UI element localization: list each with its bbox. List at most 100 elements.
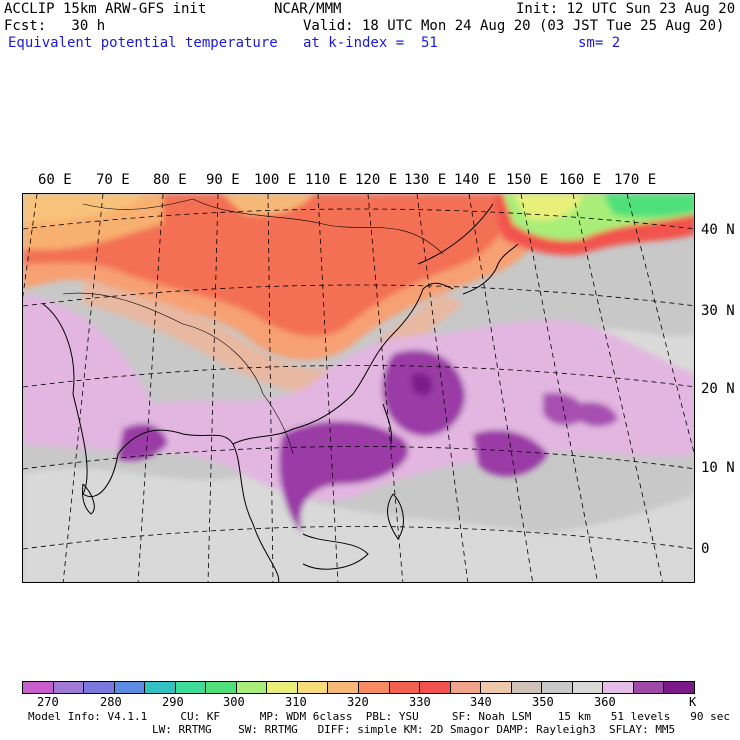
lon-label: 90 E: [206, 172, 240, 188]
lat-line: [23, 208, 694, 230]
colorbar-label: 330: [409, 695, 431, 709]
smoothing-label: sm= 2: [578, 35, 621, 51]
lat-line: [23, 526, 694, 550]
lon-label: 110 E: [305, 172, 348, 188]
lon-line: [137, 194, 164, 582]
colorbar-swatch: [542, 682, 573, 693]
japan-coastline: [462, 243, 519, 295]
colorbar-label: 360: [594, 695, 616, 709]
colorbar-swatch: [572, 682, 604, 693]
colorbar-label: 340: [470, 695, 492, 709]
lat-label: 30 N: [701, 303, 735, 319]
valid-time: Valid: 18 UTC Mon 24 Aug 20 (03 JST Tue …: [303, 18, 725, 34]
colorbar-swatch: [603, 682, 634, 693]
lat-label: 10 N: [701, 460, 735, 476]
warm-belt: [23, 194, 507, 337]
init-time: Init: 12 UTC Sun 23 Aug 20: [516, 1, 736, 17]
typhoon-eye: [411, 373, 433, 396]
colorbar-swatch: [297, 682, 329, 693]
convection-core: [543, 392, 588, 426]
field-name: Equivalent potential temperature: [8, 35, 278, 51]
colorbar-swatch: [328, 682, 360, 693]
korea-coastline: [417, 203, 494, 265]
coastlines: [42, 203, 519, 582]
graticule: [23, 194, 694, 582]
colorbar-swatch: [145, 682, 176, 693]
borders: [62, 198, 444, 455]
colorbar-label: 280: [100, 695, 122, 709]
lon-line: [416, 194, 469, 582]
colorbar-swatch: [206, 682, 237, 693]
model-info-line: Model Info: V4.1.1 CU: KF MP: WDM 6class…: [28, 710, 730, 723]
colorbar-label: 270: [37, 695, 59, 709]
colorbar-swatch: [267, 682, 298, 693]
philippines-coastline: [387, 493, 404, 540]
green-core: [603, 194, 694, 218]
yellow-region: [513, 194, 583, 221]
colorbar-swatch: [664, 682, 695, 693]
lon-line: [317, 194, 339, 582]
level-label: at k-index = 51: [303, 35, 438, 51]
convection-core: [279, 421, 409, 534]
colorbar-swatch: [389, 682, 421, 693]
border: [62, 292, 264, 395]
lon-line: [626, 194, 694, 455]
colorbar-label: 290: [162, 695, 184, 709]
lon-line: [62, 194, 104, 582]
colorbar-swatch: [481, 682, 512, 693]
convection-core: [118, 424, 168, 461]
physics-info-line: LW: RRTMG SW: RRTMG DIFF: simple KM: 2D …: [152, 723, 676, 736]
border: [262, 393, 294, 455]
lon-line: [520, 194, 599, 582]
colorbar-swatch: [53, 682, 85, 693]
colorbar-swatch: [114, 682, 146, 693]
lon-line: [367, 194, 404, 582]
colorbar-swatch: [359, 682, 390, 693]
lon-label: 170 E: [614, 172, 657, 188]
colorbar-label: 320: [347, 695, 369, 709]
convection-core: [473, 430, 548, 477]
colorbar-swatch: [511, 682, 543, 693]
model-title: ACCLIP 15km ARW-GFS init: [4, 1, 207, 17]
lon-label: 150 E: [506, 172, 549, 188]
border: [82, 198, 444, 255]
taiwan-coastline: [382, 403, 392, 445]
lon-label: 70 E: [96, 172, 130, 188]
lat-line: [23, 284, 694, 307]
colorbar-swatch: [23, 682, 54, 693]
colorbar-label: 300: [223, 695, 245, 709]
lon-label: 160 E: [559, 172, 602, 188]
colorbar-swatch: [420, 682, 451, 693]
map-graphic: [23, 194, 694, 582]
srilanka-coastline: [82, 483, 95, 515]
light-gray-region: [23, 468, 694, 582]
lat-label: 0: [701, 541, 710, 557]
colorbar-swatch: [84, 682, 115, 693]
lon-line: [23, 194, 38, 299]
lon-label: 100 E: [254, 172, 297, 188]
org-label: NCAR/MMM: [274, 1, 342, 17]
lon-label: 80 E: [153, 172, 187, 188]
colorbar: [22, 681, 695, 694]
colorbar-unit: K: [689, 695, 697, 709]
colorbar-swatch: [175, 682, 207, 693]
lat-line: [23, 446, 694, 470]
lat-label: 20 N: [701, 381, 735, 397]
lat-line: [23, 365, 694, 388]
lon-line: [468, 194, 534, 582]
lon-label: 130 E: [404, 172, 447, 188]
lon-label: 120 E: [355, 172, 398, 188]
lat-label: 40 N: [701, 222, 735, 238]
colorbar-swatch: [236, 682, 268, 693]
coastline: [42, 303, 280, 582]
colorbar-label: 350: [532, 695, 554, 709]
lon-label: 60 E: [38, 172, 72, 188]
lon-line: [207, 194, 219, 582]
lon-line: [572, 194, 663, 582]
colorbar-label: 310: [285, 695, 307, 709]
convection-core: [578, 402, 618, 427]
orange-region: [23, 194, 143, 224]
borneo-coastline: [302, 533, 369, 570]
forecast-hour: Fcst: 30 h: [4, 18, 106, 34]
colorbar-swatch: [633, 682, 665, 693]
